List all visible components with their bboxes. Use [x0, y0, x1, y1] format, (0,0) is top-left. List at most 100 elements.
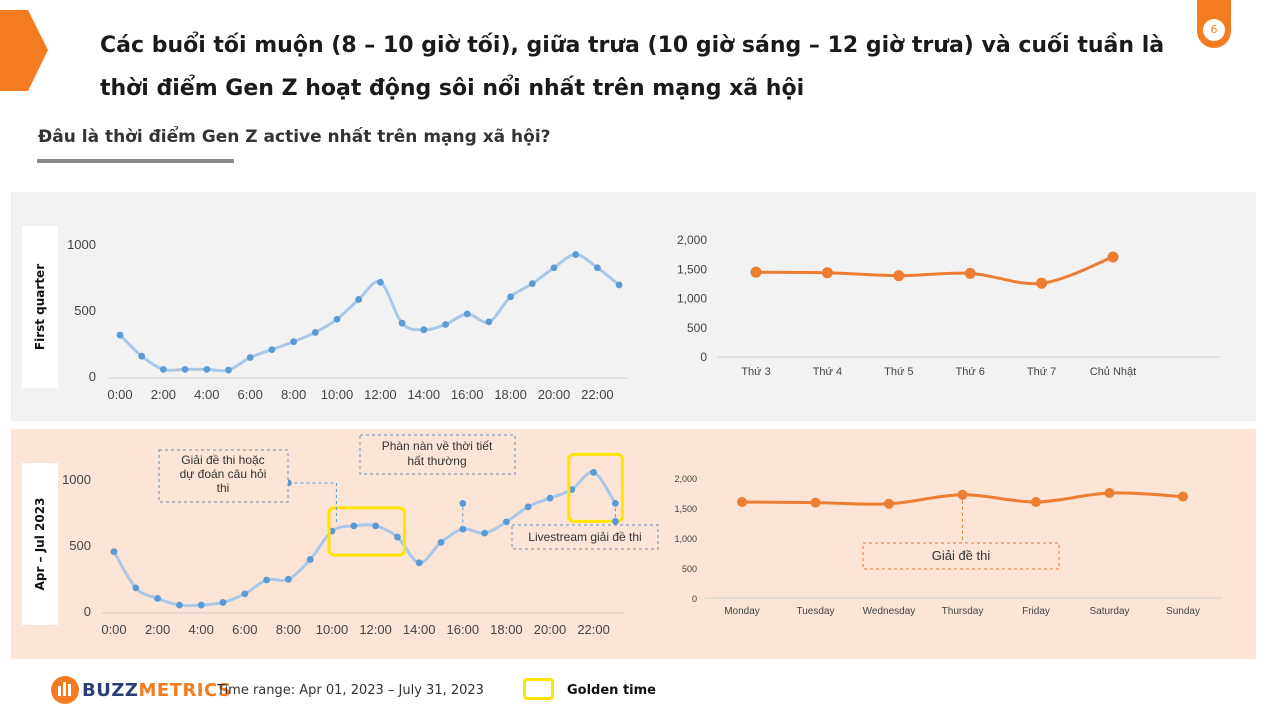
- buzzmetrics-logo-icon: [51, 676, 79, 704]
- x-tick-label: 18:00: [490, 622, 523, 637]
- x-tick-label: Thứ 5: [884, 366, 913, 378]
- annotation-box: [511, 524, 659, 550]
- x-tick-label: 14:00: [408, 387, 441, 402]
- data-point: [268, 346, 276, 353]
- brand-part-1: BUZZ: [82, 680, 139, 701]
- annotation-text-line: dự đoán câu hỏi: [180, 467, 267, 481]
- x-tick-label: 20:00: [538, 387, 571, 402]
- data-point: [1104, 488, 1115, 498]
- data-point: [884, 498, 894, 509]
- data-point: [957, 489, 968, 500]
- x-tick-label: 16:00: [447, 622, 480, 637]
- data-point: [572, 251, 580, 258]
- x-tick-label: Saturday: [1089, 606, 1129, 617]
- brand-part-2: METRICS: [138, 680, 232, 701]
- y-tick-label: 1000: [62, 472, 91, 487]
- data-point: [290, 338, 297, 346]
- y-tick-label: 1,000: [674, 534, 697, 544]
- x-tick-label: 12:00: [359, 622, 392, 637]
- golden-time-box: [327, 506, 406, 557]
- data-point: [1036, 277, 1048, 289]
- row-label-first-quarter: First quarter: [22, 226, 58, 388]
- annotation-box: [158, 449, 289, 503]
- y-tick-label: 0: [89, 369, 96, 384]
- data-point: [246, 354, 254, 361]
- data-point: [420, 326, 428, 334]
- data-point: [377, 278, 384, 286]
- x-tick-label: 12:00: [364, 387, 397, 402]
- headline: Các buổi tối muộn (8 – 10 giờ tối), giữa…: [100, 33, 1165, 101]
- data-point: [333, 315, 341, 323]
- data-point: [311, 329, 319, 336]
- weekly-series-line: [755, 255, 1114, 286]
- annotation-point: [459, 500, 467, 507]
- x-tick-label: Wednesday: [863, 606, 916, 617]
- data-point: [154, 595, 162, 602]
- section-subtitle: Đâu là thời điểm Gen Z active nhất trên …: [38, 127, 551, 147]
- data-point: [437, 538, 445, 546]
- data-point: [285, 575, 292, 583]
- x-tick-label: 16:00: [451, 387, 484, 402]
- x-tick-label: Friday: [1022, 606, 1050, 617]
- data-point: [546, 494, 554, 502]
- golden-time-box: [567, 452, 624, 523]
- data-point: [181, 366, 189, 373]
- row-label-apr-jul: Apr – Jul 2023: [22, 463, 58, 625]
- annotation-text-line: Giải đề thi hoặc: [181, 453, 264, 467]
- data-point: [1178, 491, 1188, 502]
- data-point: [442, 321, 449, 328]
- y-tick-label: 0: [700, 350, 707, 364]
- data-point: [503, 518, 510, 526]
- data-point: [524, 503, 532, 511]
- x-tick-label: 6:00: [232, 622, 257, 637]
- data-point: [197, 601, 205, 609]
- y-tick-label: 2,000: [674, 474, 697, 484]
- x-tick-label: 2:00: [145, 622, 170, 637]
- annotation-box: [359, 434, 516, 475]
- x-tick-label: 22:00: [577, 622, 610, 637]
- data-point: [810, 497, 821, 508]
- y-tick-label: 1,500: [674, 504, 697, 514]
- data-point: [219, 599, 227, 606]
- data-point: [160, 366, 167, 373]
- x-tick-label: 4:00: [189, 622, 214, 637]
- data-point: [241, 590, 249, 598]
- time-range: Time range: Apr 01, 2023 – July 31, 2023: [217, 683, 484, 698]
- data-point: [964, 267, 976, 279]
- page-number: 6: [1203, 19, 1225, 41]
- y-tick-label: 500: [682, 564, 697, 574]
- annotation-text-line: Phàn nàn về thời tiết: [382, 439, 493, 453]
- subtitle-underline: [37, 159, 234, 163]
- x-tick-label: 10:00: [321, 387, 354, 402]
- data-point: [507, 293, 514, 301]
- data-point: [176, 601, 183, 609]
- data-point: [481, 529, 488, 537]
- data-point: [1107, 251, 1119, 263]
- y-tick-label: 500: [74, 303, 96, 318]
- x-tick-label: Thứ 3: [741, 366, 770, 378]
- data-point: [594, 264, 601, 272]
- data-point: [138, 352, 146, 360]
- brand-name: BUZZMETRICS: [82, 680, 232, 701]
- x-tick-label: 18:00: [494, 387, 527, 402]
- header-arrow-decoration: [0, 10, 48, 91]
- y-tick-label: 500: [687, 321, 707, 335]
- data-point: [750, 266, 762, 278]
- x-tick-label: 14:00: [403, 622, 436, 637]
- golden-time-legend-swatch: [523, 678, 554, 700]
- data-point: [372, 522, 379, 530]
- data-point: [612, 500, 619, 507]
- data-point: [615, 281, 623, 289]
- data-point: [350, 522, 358, 530]
- data-point: [485, 318, 493, 326]
- data-point: [1031, 497, 1041, 507]
- data-point: [590, 469, 597, 476]
- data-point: [459, 525, 467, 533]
- data-point: [394, 533, 401, 541]
- x-tick-label: 10:00: [316, 622, 349, 637]
- data-point: [821, 267, 833, 279]
- x-tick-label: 8:00: [276, 622, 301, 637]
- golden-time-legend-label: Golden time: [567, 683, 656, 698]
- data-point: [306, 556, 314, 563]
